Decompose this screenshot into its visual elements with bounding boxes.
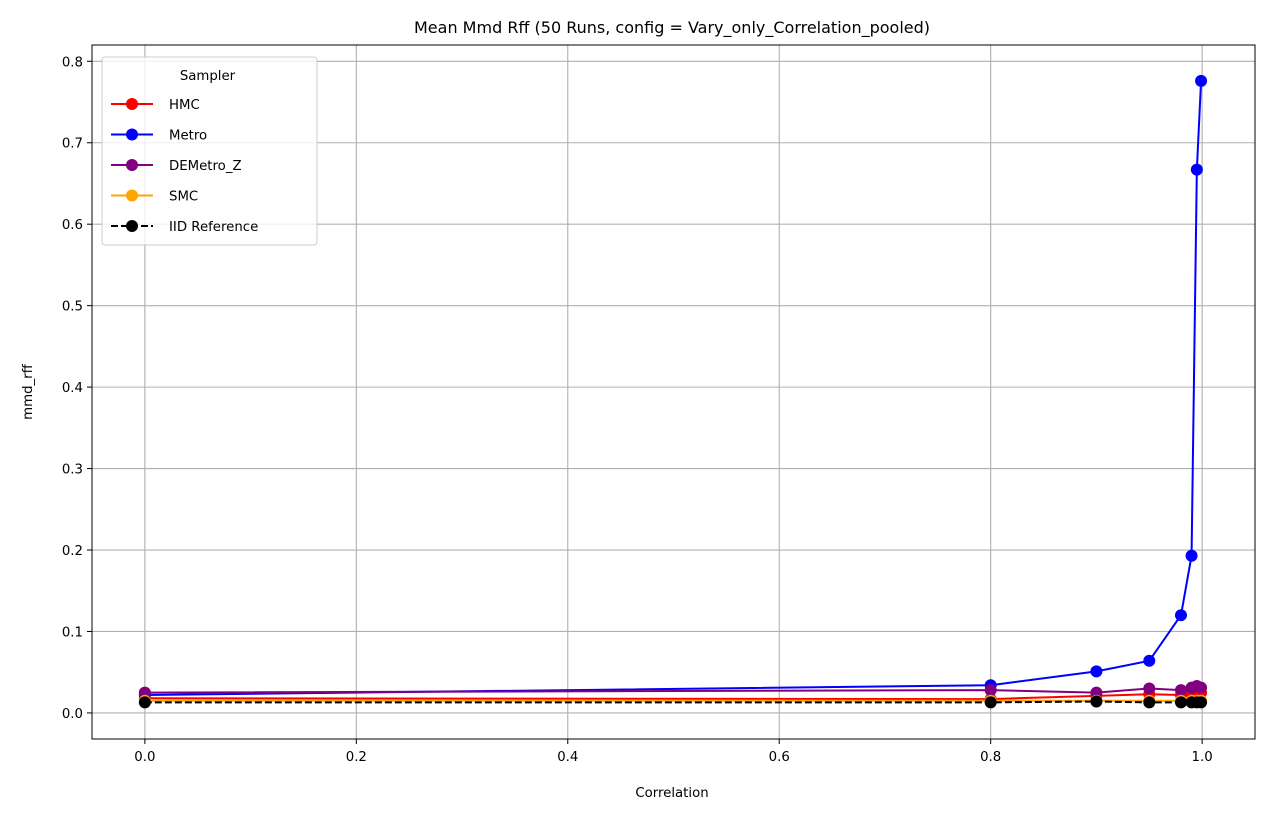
legend-box	[101, 56, 318, 246]
grid-lines	[92, 45, 1255, 739]
x-tick-label: 0.0	[134, 750, 155, 765]
x-tick-label: 1.0	[1192, 750, 1213, 765]
legend: Sampler HMC Metro DEMetro_Z SMC IID Reference	[101, 56, 318, 246]
legend-item: SMC	[111, 189, 198, 205]
plot-frame	[91, 44, 1256, 740]
legend-marker	[126, 220, 138, 232]
y-tick-label: 0.3	[62, 463, 83, 478]
data-point	[1174, 696, 1187, 709]
legend-marker	[126, 98, 138, 110]
legend-label: HMC	[169, 98, 200, 113]
legend-label: SMC	[169, 190, 198, 205]
legend-item: Metro	[111, 128, 207, 144]
data-point	[1190, 163, 1203, 176]
data-point	[1090, 695, 1103, 708]
series-line	[144, 80, 1203, 697]
y-tick-label: 0.5	[62, 300, 83, 315]
y-tick-label: 0.6	[62, 218, 83, 233]
legend-label: DEMetro_Z	[169, 159, 242, 174]
legend-marker	[126, 159, 138, 171]
series-iid-reference	[138, 695, 1208, 709]
chart-title: Mean Mmd Rff (50 Runs, config = Vary_onl…	[414, 18, 930, 38]
x-tick-label: 0.8	[980, 750, 1001, 765]
y-tick-label: 0.2	[62, 544, 83, 559]
data-point	[138, 696, 151, 709]
x-tick-label: 0.6	[769, 750, 790, 765]
legend-item: IID Reference	[111, 220, 258, 235]
legend-marker	[126, 189, 138, 202]
data-point	[1090, 665, 1103, 678]
y-tick-label: 0.7	[62, 137, 83, 152]
legend-label: IID Reference	[169, 220, 258, 235]
series-layer	[138, 74, 1208, 709]
legend-marker	[126, 128, 138, 141]
data-point	[1143, 682, 1156, 695]
data-point	[1174, 609, 1187, 622]
data-point	[984, 696, 997, 709]
y-tick-label: 0.0	[62, 707, 83, 722]
legend-item: DEMetro_Z	[111, 159, 242, 174]
data-point	[1195, 74, 1208, 87]
data-point	[1143, 696, 1156, 709]
data-point	[1195, 681, 1208, 694]
x-axis-label: Correlation	[635, 786, 708, 801]
y-tick-label: 0.1	[62, 625, 83, 640]
data-point	[1174, 684, 1187, 697]
y-axis-label: mmd_rff	[21, 363, 36, 419]
data-point	[984, 684, 997, 697]
data-point	[1143, 654, 1156, 667]
axes: 0.0 0.2 0.4 0.6 0.8 1.0 0.0 0.1 0.2 0.3 0.4 0.5 0.6 0…	[62, 44, 1256, 765]
x-tick-label: 0.4	[557, 750, 578, 765]
x-tick-label: 0.2	[346, 750, 367, 765]
y-tick-label: 0.4	[62, 381, 83, 396]
y-tick-label: 0.8	[62, 55, 83, 70]
legend-label: Metro	[169, 129, 207, 144]
legend-item: HMC	[111, 98, 200, 113]
series-metro	[138, 74, 1208, 702]
data-point	[1185, 549, 1198, 562]
legend-title: Sampler	[180, 69, 236, 84]
data-point	[1195, 696, 1208, 709]
